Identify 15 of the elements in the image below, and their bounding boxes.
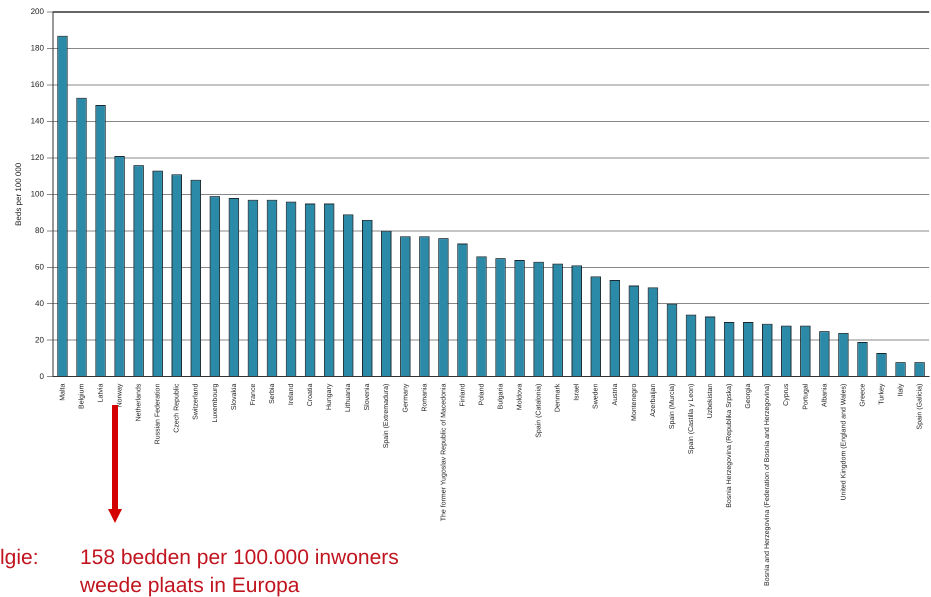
y-tick-label: 100 <box>30 190 44 199</box>
y-tick-label: 180 <box>30 44 44 53</box>
y-tick-label: 140 <box>30 116 44 126</box>
y-axis-title: Beds per 100 000 <box>14 162 24 226</box>
y-tick-label: 40 <box>35 298 44 308</box>
y-tick-label: 80 <box>35 226 44 235</box>
text: weede plaats in Europa <box>80 574 300 597</box>
y-tick-label: 0 <box>39 372 44 381</box>
text: lgie: <box>0 546 39 569</box>
y-tick-label: 120 <box>30 153 44 162</box>
y-tick-label: 60 <box>35 262 44 272</box>
y-tick-label: 160 <box>30 80 44 90</box>
text: 158 bedden per 100.000 inwoners <box>80 546 399 569</box>
y-tick-label: 20 <box>35 335 44 344</box>
y-tick-label: 200 <box>30 7 44 16</box>
